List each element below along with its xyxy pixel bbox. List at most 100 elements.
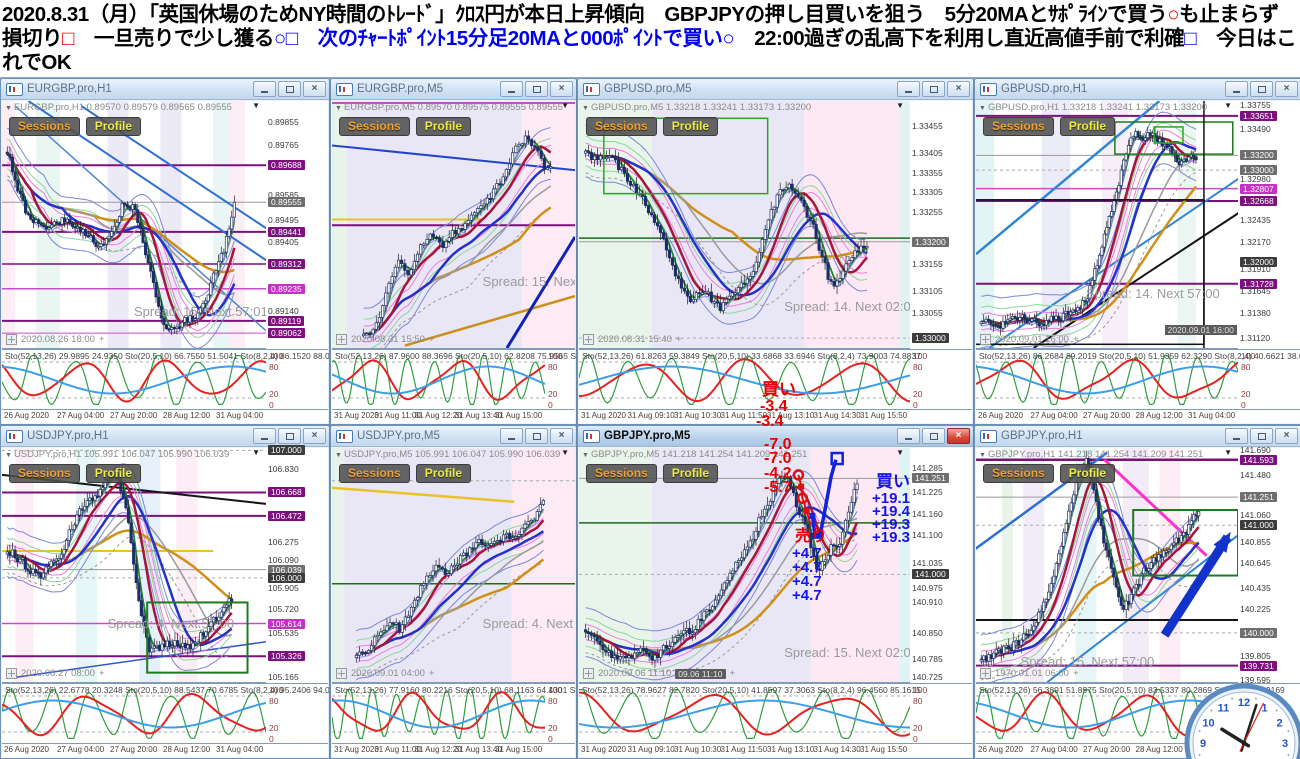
- restore-icon: [1257, 85, 1266, 93]
- minimize-button[interactable]: [253, 428, 276, 444]
- window-titlebar[interactable]: GBPUSD.pro,H1 ×: [975, 79, 1300, 100]
- price-scale[interactable]: 1.33755 1.33651 1.33490 1.33200 1.33000 1.329…: [1238, 99, 1300, 348]
- minimize-button[interactable]: [1225, 81, 1248, 97]
- chart-window-icon: [583, 429, 600, 443]
- stochastic-pane[interactable]: Sto(52,13,26) 22.6778 20.3248 Sto(20,5,1…: [2, 683, 329, 744]
- symbol-dropdown-icon: ▼: [5, 452, 12, 459]
- time-axis[interactable]: 31 Aug 2020 31 Aug 11:00 31 Aug 12:20 31 Au…: [332, 743, 575, 757]
- window-title: EURGBP.pro,H1: [27, 83, 112, 95]
- sessions-button[interactable]: Sessions: [586, 464, 657, 483]
- price-pane[interactable]: ▼ EURGBP.pro,H1 0.89570 0.89579 0.89565 0…: [2, 101, 266, 349]
- price-label: 140.855: [1240, 536, 1271, 547]
- window-titlebar[interactable]: GBPUSD.pro,M5 ×: [578, 79, 973, 100]
- price-label: 1.33755: [1240, 99, 1271, 110]
- price-pane[interactable]: ▼ GBPJPY.pro,M5 141.218 141.254 141.209 1…: [579, 448, 910, 683]
- sto-scale-label: 0: [548, 400, 553, 410]
- stochastic-pane[interactable]: Sto(52,13,26) 29.9895 24.9350 Sto(20,5,1…: [2, 349, 329, 410]
- note-segment: □: [1184, 26, 1197, 50]
- close-button[interactable]: ×: [947, 428, 970, 444]
- restore-button[interactable]: [525, 428, 548, 444]
- minimize-button[interactable]: [500, 81, 523, 97]
- window-titlebar[interactable]: GBPJPY.pro,H1 ×: [975, 426, 1300, 447]
- restore-button[interactable]: [525, 81, 548, 97]
- stochastic-pane[interactable]: Sto(52,13,26) 87.9600 88.3696 Sto(20,5,1…: [332, 349, 576, 410]
- minimize-button[interactable]: [1225, 428, 1248, 444]
- restore-button[interactable]: [922, 81, 945, 97]
- price-pane[interactable]: ▼ GBPUSD.pro,H1 1.33218 1.33241 1.33173 1…: [976, 101, 1238, 349]
- restore-button[interactable]: [278, 428, 301, 444]
- window-titlebar[interactable]: USDJPY.pro,M5 ×: [331, 426, 576, 447]
- price-pane[interactable]: ▼ GBPJPY.pro,H1 141.218 141.254 141.209 1…: [976, 448, 1238, 683]
- price-scale[interactable]: 141.285 141.251 141.225 141.160 141.100 141.0…: [910, 448, 972, 682]
- close-button[interactable]: ×: [1275, 81, 1298, 97]
- window-title: GBPUSD.pro,M5: [604, 83, 692, 95]
- price-scale[interactable]: 1.33455 1.33405 1.33355 1.33305 1.33255 1.332…: [910, 101, 972, 348]
- price-label: 106.090: [268, 555, 299, 566]
- profile-button[interactable]: Profile: [662, 117, 719, 136]
- stochastic-pane[interactable]: Sto(52,13,26) 77.9160 80.2216 Sto(20,5,1…: [332, 683, 576, 744]
- profile-button[interactable]: Profile: [662, 464, 719, 483]
- restore-button[interactable]: [1250, 81, 1273, 97]
- time-axis[interactable]: 26 Aug 2020 27 Aug 04:00 27 Aug 20:00 28 Au…: [2, 409, 328, 423]
- stochastic-pane[interactable]: Sto(52,13,26) 86.2684 89.2019 Sto(20,5,1…: [976, 349, 1300, 410]
- window-titlebar[interactable]: EURGBP.pro,M5 ×: [331, 79, 576, 100]
- profile-button[interactable]: Profile: [415, 117, 472, 136]
- sessions-button[interactable]: Sessions: [339, 117, 410, 136]
- restore-button[interactable]: [278, 81, 301, 97]
- close-button[interactable]: ×: [303, 81, 326, 97]
- stochastic-pane[interactable]: Sto(52,13,26) 78.9627 82.7820 Sto(20,5,1…: [579, 683, 972, 744]
- time-axis[interactable]: 26 Aug 2020 27 Aug 04:00 27 Aug 20:00 28 Au…: [2, 743, 328, 757]
- price-pane[interactable]: ▼ USDJPY.pro,H1 105.991 106.047 105.990 1…: [2, 448, 266, 683]
- sessions-button[interactable]: Sessions: [983, 117, 1054, 136]
- sessions-button[interactable]: Sessions: [9, 464, 80, 483]
- price-pane[interactable]: ▼ GBPUSD.pro,M5 1.33218 1.33241 1.33173 1…: [579, 101, 910, 349]
- sessions-button[interactable]: Sessions: [9, 117, 80, 136]
- restore-button[interactable]: [922, 428, 945, 444]
- close-button[interactable]: ×: [303, 428, 326, 444]
- sessions-button[interactable]: Sessions: [983, 464, 1054, 483]
- restore-button[interactable]: [1250, 428, 1273, 444]
- price-label: 0.89495: [268, 214, 299, 225]
- window-titlebar[interactable]: USDJPY.pro,H1 ×: [1, 426, 329, 447]
- grid-plus-icon: [336, 668, 347, 679]
- vline-date-tag: 2020.09.01 16:00: [1164, 324, 1237, 335]
- price-scale[interactable]: 0.89855 0.89765 0.89688 0.89585 0.89555 0.894…: [266, 101, 328, 348]
- profile-button[interactable]: Profile: [1059, 464, 1116, 483]
- profile-button[interactable]: Profile: [1059, 117, 1116, 136]
- price-pane[interactable]: ▼ USDJPY.pro,M5 105.991 106.047 105.990 1…: [332, 448, 575, 683]
- minimize-button[interactable]: [897, 428, 920, 444]
- window-titlebar[interactable]: EURGBP.pro,H1 ×: [1, 79, 329, 100]
- sessions-button[interactable]: Sessions: [339, 464, 410, 483]
- minimize-button[interactable]: [253, 81, 276, 97]
- time-label: 26 Aug 2020: [4, 745, 49, 754]
- sessions-button[interactable]: Sessions: [586, 117, 657, 136]
- sto-scale-label: 20: [548, 389, 558, 399]
- close-button[interactable]: ×: [550, 428, 573, 444]
- profile-button[interactable]: Profile: [85, 464, 142, 483]
- window-titlebar[interactable]: GBPJPY.pro,M5 ×: [578, 426, 973, 447]
- profile-button[interactable]: Profile: [415, 464, 472, 483]
- profile-button[interactable]: Profile: [85, 117, 142, 136]
- time-axis[interactable]: 26 Aug 2020 27 Aug 04:00 27 Aug 20:00 28 Au…: [976, 409, 1300, 423]
- grid-plus-icon: [6, 334, 17, 345]
- price-label: 1.33105: [912, 286, 943, 297]
- time-label: 27 Aug 20:00: [110, 411, 158, 420]
- close-button[interactable]: ×: [947, 81, 970, 97]
- price-label: 105.720: [268, 604, 299, 615]
- time-axis[interactable]: 31 Aug 2020 31 Aug 09:10 31 Aug 10:30 31 Au…: [579, 409, 972, 423]
- minimize-button[interactable]: [897, 81, 920, 97]
- window-buttons: ×: [897, 428, 970, 444]
- time-axis[interactable]: 31 Aug 2020 31 Aug 09:10 31 Aug 10:30 31 Au…: [579, 743, 972, 757]
- time-label: 31 Aug 2020: [581, 411, 626, 420]
- chart-window-GBPJPY-pro-H1: GBPJPY.pro,H1 × ▼ GBPJPY.pro,H1 141.218 141…: [974, 425, 1300, 759]
- close-button[interactable]: ×: [550, 81, 573, 97]
- time-axis[interactable]: 31 Aug 2020 31 Aug 11:00 31 Aug 12:20 31 Au…: [332, 409, 575, 423]
- minimize-button[interactable]: [500, 428, 523, 444]
- close-button[interactable]: ×: [1275, 428, 1298, 444]
- stochastic-pane[interactable]: Sto(52,13,26) 61.8263 59.3849 Sto(20,5,1…: [579, 349, 972, 410]
- price-scale[interactable]: 141.690 141.593 141.480 141.251 141.060 141.0…: [1238, 445, 1300, 685]
- price-pane[interactable]: ▼ EURGBP.pro,M5 0.89570 0.89575 0.89555 0…: [332, 101, 575, 349]
- svg-text:10: 10: [1202, 718, 1214, 730]
- price-label: 141.160: [912, 508, 943, 519]
- price-scale[interactable]: 107.000 106.830 106.668 106.472 106.275 106.0…: [266, 445, 328, 682]
